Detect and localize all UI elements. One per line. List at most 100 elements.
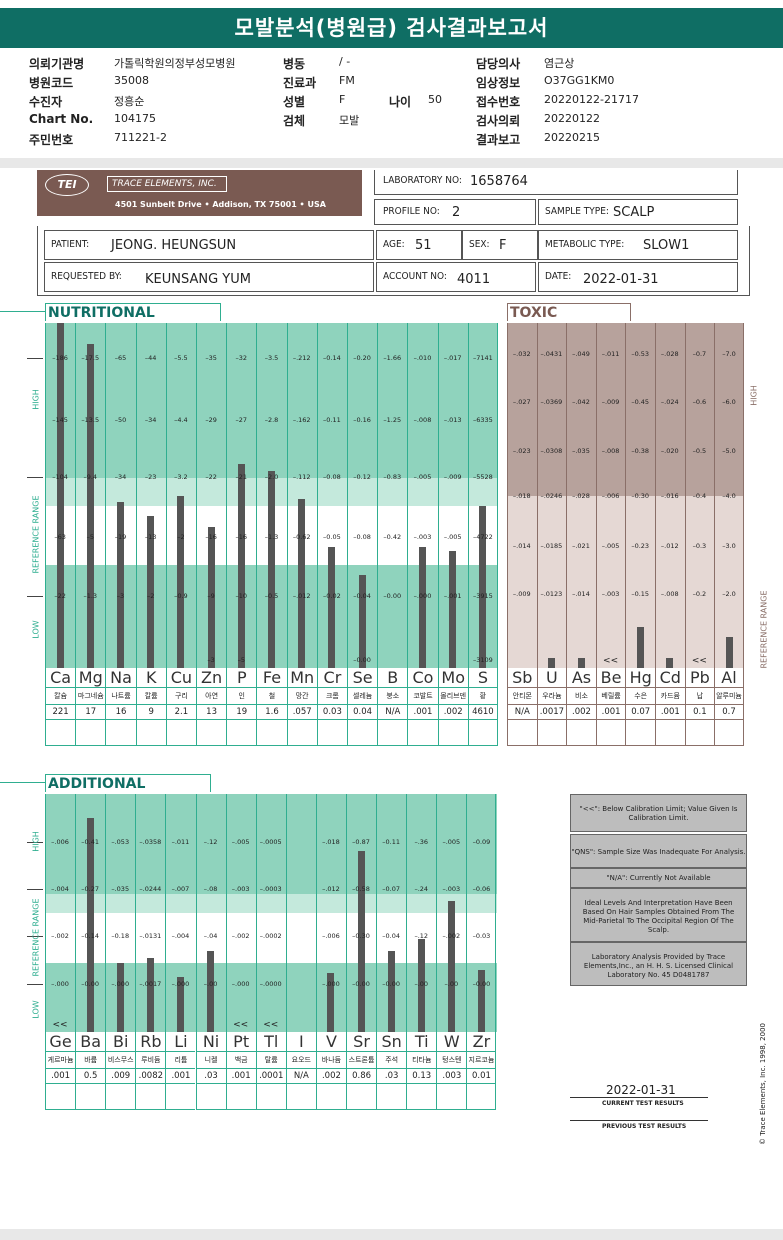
lab-no-label: LABORATORY NO: xyxy=(383,175,462,186)
scale-K-3: –13 xyxy=(144,532,157,541)
scale-Mo-2: –.009 xyxy=(443,472,462,481)
scale-Na-1: –50 xyxy=(114,415,127,424)
korean-Ge: 게르마늄 xyxy=(45,1052,75,1068)
prev-B xyxy=(377,720,408,746)
scale-Fe-2: –2.0 xyxy=(264,472,279,481)
column-Pb xyxy=(684,323,715,668)
header-value-3: 104175 xyxy=(114,112,156,125)
prev-W xyxy=(436,1084,467,1110)
scale-low-Se: –0.00 xyxy=(353,656,371,664)
date-box: DATE: 2022-01-31 xyxy=(538,262,738,292)
scale-Cr-1: –0.11 xyxy=(323,415,341,424)
requested-box: REQUESTED BY: KEUNSANG YUM xyxy=(44,262,374,292)
bar-Zn xyxy=(207,526,215,668)
prev-Cr xyxy=(316,720,347,746)
scale-Al-3: –4.0 xyxy=(722,491,736,500)
scale-Sr-1: –0.58 xyxy=(352,885,370,894)
result-Rb: .0082 xyxy=(135,1068,166,1084)
scale-S-4: –3915 xyxy=(472,591,493,600)
scale-Ge-2: –.002 xyxy=(51,931,69,940)
bar-Ti xyxy=(417,939,425,1032)
scale-Zr-1: –0.06 xyxy=(472,885,491,894)
scale-S-2: –5528 xyxy=(472,472,493,481)
scale-Mo-0: –.017 xyxy=(443,353,462,362)
bar-Ni xyxy=(207,951,215,1032)
profile-box: PROFILE NO: 2 xyxy=(374,199,536,225)
prev-Bi xyxy=(105,1084,136,1110)
result-Se: 0.04 xyxy=(347,704,378,720)
prev-Ba xyxy=(75,1084,106,1110)
bar-Bi xyxy=(116,962,124,1032)
scale-Hg-0: –0.53 xyxy=(631,350,650,359)
result-Al: 0.7 xyxy=(714,704,744,720)
scale-As-1: –.042 xyxy=(572,398,590,407)
prev-Sb xyxy=(507,720,537,746)
tick-1 xyxy=(27,889,43,891)
scale-Be-5: –.003 xyxy=(601,589,620,598)
scale-Ba-0: –0.41 xyxy=(81,837,99,846)
scale-Ca-1: –145 xyxy=(52,415,68,424)
korean-Sn: 주석 xyxy=(376,1052,406,1068)
scale-W-0: –.005 xyxy=(442,837,461,846)
column-Sb xyxy=(507,323,537,668)
scale-Ba-1: –0.27 xyxy=(81,885,99,894)
sex-box: SEX: F xyxy=(462,230,538,260)
result-Ni: .03 xyxy=(195,1068,226,1084)
scale-low-S: –3109 xyxy=(472,656,493,664)
scale-Mg-0: –17.5 xyxy=(81,353,100,362)
symbol-Mo: Mo xyxy=(437,668,468,688)
scale-Pb-0: –0.7 xyxy=(692,350,707,359)
result-Sr: 0.86 xyxy=(346,1068,377,1084)
scale-Sn-2: –0.04 xyxy=(382,931,400,940)
scale-As-2: –.035 xyxy=(572,446,590,455)
result-Pt: .001 xyxy=(225,1068,256,1084)
scale-Ti-3: –.00 xyxy=(414,980,429,989)
prev-Zn xyxy=(196,720,227,746)
legend-ideal-levels: Ideal Levels And Interpretation Have Bee… xyxy=(570,888,747,942)
symbol-Zn: Zn xyxy=(196,668,227,688)
lab-logo-block: TEI TRACE ELEMENTS, INC. 4501 Sunbelt Dr… xyxy=(37,170,362,216)
patient-value: JEONG. HEUNGSUN xyxy=(111,238,237,253)
prev-Cd xyxy=(655,720,685,746)
scale-P-2: –21 xyxy=(235,472,248,481)
scale-Pb-3: –0.4 xyxy=(692,491,707,500)
symbol-Tl: Tl xyxy=(255,1032,286,1052)
column-Mo xyxy=(437,323,468,668)
scale-Ca-4: –22 xyxy=(54,591,66,600)
symbol-Li: Li xyxy=(165,1032,196,1052)
frame-left-line xyxy=(0,311,45,312)
symbol-Cd: Cd xyxy=(655,668,685,688)
scale-K-4: –2 xyxy=(146,591,155,600)
frame-left-line xyxy=(0,782,45,783)
column-Fe xyxy=(256,323,286,668)
header2-value-2: F xyxy=(339,93,346,106)
symbol-Ni: Ni xyxy=(195,1032,226,1052)
bar-S xyxy=(479,505,487,668)
prev-P xyxy=(226,720,257,746)
column-Zr xyxy=(466,794,497,1032)
header3-value-1: O37GG1KM0 xyxy=(544,74,615,87)
korean-Cr: 크롬 xyxy=(316,688,347,704)
scale-Co-2: –.005 xyxy=(413,472,432,481)
scale-S-3: –4722 xyxy=(472,532,493,541)
bar-W xyxy=(447,901,455,1032)
scale-W-2: –.002 xyxy=(442,931,461,940)
symbol-Ca: Ca xyxy=(45,668,76,688)
column-Ba xyxy=(75,794,105,1032)
chart-title: ADDITIONAL ELEMENTS xyxy=(45,774,211,810)
account-label: ACCOUNT NO: xyxy=(383,271,447,282)
symbol-As: As xyxy=(566,668,596,688)
column-Cd xyxy=(655,323,685,668)
scale-Co-3: –.003 xyxy=(413,532,432,541)
scale-V-1: –.012 xyxy=(322,885,340,894)
report-title: 모발분석(병원급) 검사결과보고서 xyxy=(0,8,783,48)
korean-V: 바나듐 xyxy=(315,1052,346,1068)
scale-Sb-1: –.027 xyxy=(512,398,531,407)
header-value-1: 35008 xyxy=(114,74,149,87)
company-name: TRACE ELEMENTS, INC. xyxy=(107,176,227,192)
bar-Mg xyxy=(86,343,94,668)
header3-value-0: 염근상 xyxy=(544,57,575,70)
scale-Sb-2: –.023 xyxy=(512,446,531,455)
result-Li: .001 xyxy=(165,1068,196,1084)
korean-Pt: 백금 xyxy=(225,1052,256,1068)
